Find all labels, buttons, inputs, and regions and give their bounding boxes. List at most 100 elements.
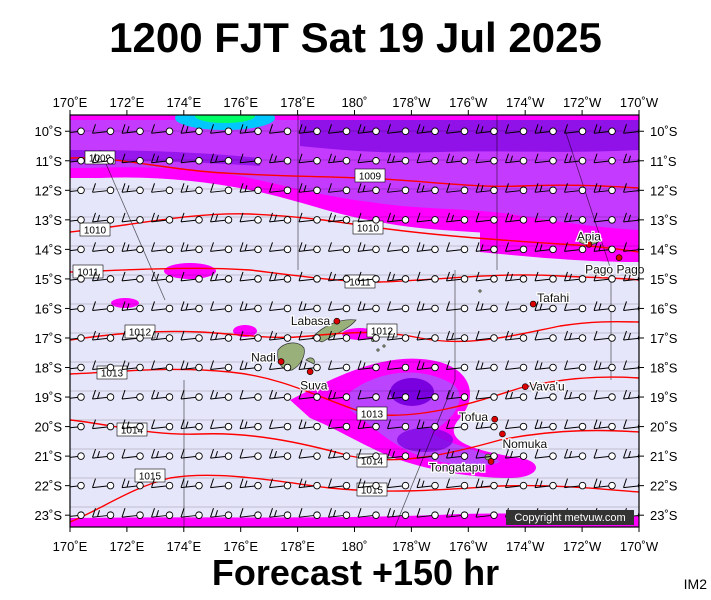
lon-label: 174˚W	[506, 539, 545, 554]
place-layer: Apia Pago Pago Tafahi Labasa Nadi Suva Vava'u T…	[250, 228, 646, 476]
place-marker	[306, 368, 314, 375]
lat-label: 23˚S	[35, 508, 63, 523]
wind-station-dot	[254, 481, 262, 490]
wind-barb-flag	[564, 183, 568, 193]
wind-barb-flag	[421, 362, 425, 370]
lat-label: 15˚S	[650, 272, 678, 287]
wind-station-dot	[578, 157, 587, 165]
wind-station-dot	[254, 275, 262, 283]
wind-station-dot	[431, 393, 439, 401]
wind-station-dot	[608, 245, 616, 254]
wind-station-dot	[195, 186, 203, 195]
wind-barb-flag	[446, 124, 450, 134]
lon-label: 170˚E	[53, 95, 88, 110]
wind-barb-flag	[505, 271, 509, 282]
wind-barb-flag	[362, 185, 366, 192]
wind-barb-flag	[564, 330, 568, 341]
isobar-label-box	[356, 406, 388, 421]
wind-barb-flag	[510, 214, 513, 222]
wind-barb-flag	[569, 391, 572, 399]
wind-barb-flag	[215, 391, 218, 399]
wind-station-dot	[578, 481, 587, 490]
wind-station-dot	[77, 363, 85, 372]
wind-station-dot	[342, 127, 351, 135]
wind-barb-flag	[269, 389, 273, 400]
wind-station-dot	[165, 127, 174, 135]
wind-barb-flag	[151, 448, 155, 459]
wind-barb-flag	[269, 183, 273, 193]
wind-barb-flag	[239, 389, 244, 400]
wind-station-dot	[490, 452, 498, 460]
wind-barb-flag	[446, 360, 450, 370]
lon-label: 170˚W	[620, 95, 659, 110]
wind-barb-flag	[244, 244, 248, 252]
wind-barb-flag	[357, 153, 362, 163]
wind-station-dot	[136, 422, 144, 431]
lon-label: 178˚W	[392, 539, 431, 554]
wind-station-dot	[372, 304, 380, 313]
wind-barb-flag	[564, 389, 568, 400]
wind-barb-flag	[269, 301, 273, 311]
lon-label: 178˚W	[392, 95, 431, 110]
wind-station-dot	[460, 363, 469, 372]
wind-barb-flag	[421, 303, 425, 311]
wind-station-dot	[195, 216, 203, 224]
isobar-label: 1011	[349, 278, 371, 289]
wind-barb-flag	[534, 124, 539, 134]
wind-station-dot	[224, 157, 233, 165]
wind-barb-flag	[126, 185, 130, 192]
wind-barb-flag	[475, 153, 480, 163]
lat-label: 18˚S	[650, 361, 678, 376]
wind-barb-flag	[328, 360, 332, 370]
wind-barb-flag	[598, 362, 602, 370]
wind-station-dot	[224, 186, 233, 195]
wind-barb-flag	[92, 448, 96, 459]
wind-barb-flag	[387, 301, 391, 311]
lat-label: 16˚S	[35, 301, 63, 316]
wind-barb-flag	[333, 214, 336, 222]
wind-barb-flag	[416, 330, 421, 341]
wind-station-dot	[195, 481, 203, 490]
wind-barb-flag	[628, 155, 631, 163]
wind-barb-flag	[480, 244, 484, 252]
wind-barb-flag	[446, 301, 450, 311]
wind-barb-flag	[357, 242, 362, 252]
wind-barb-flag	[328, 330, 332, 341]
lat-label: 16˚S	[650, 301, 678, 316]
wind-barb-flag	[534, 478, 539, 488]
wind-barb-flag	[451, 155, 454, 163]
place-label: Nomuka	[502, 437, 547, 451]
wind-barb-flag	[569, 450, 572, 458]
wind-barb-flag	[510, 450, 513, 458]
wind-barb-flag	[505, 212, 509, 223]
wind-barb-flag	[623, 301, 627, 311]
wind-barb-flag	[534, 301, 539, 311]
wind-barb-flag	[239, 478, 244, 488]
lon-label: 178˚E	[280, 539, 315, 554]
wind-station-dot	[608, 422, 616, 431]
wind-station-dot	[313, 304, 321, 313]
wind-barb-flag	[210, 271, 214, 282]
wind-barb-flag	[239, 212, 244, 223]
lat-label: 12˚S	[35, 183, 63, 198]
wind-barb-flag	[416, 478, 421, 488]
wind-station-dot	[283, 363, 292, 372]
wind-barb-flag	[446, 271, 450, 282]
isobar-label: 1013	[101, 369, 124, 380]
wind-station-dot	[195, 363, 203, 372]
wind-barb-flag	[156, 273, 159, 281]
wind-station-dot	[549, 363, 557, 372]
wind-barb-flag	[480, 303, 484, 311]
wind-station-dot	[342, 393, 351, 401]
wind-barb-flag	[475, 183, 480, 193]
wind-barb-flag	[92, 242, 96, 252]
wind-station-dot	[519, 275, 528, 283]
wind-barb-flag	[387, 212, 391, 223]
wind-station-dot	[77, 393, 85, 401]
wind-barb-flag	[421, 126, 425, 133]
wind-station-dot	[313, 481, 321, 490]
wind-station-dot	[136, 186, 144, 195]
wind-barb-flag	[362, 126, 366, 133]
wind-station-dot	[313, 422, 321, 431]
